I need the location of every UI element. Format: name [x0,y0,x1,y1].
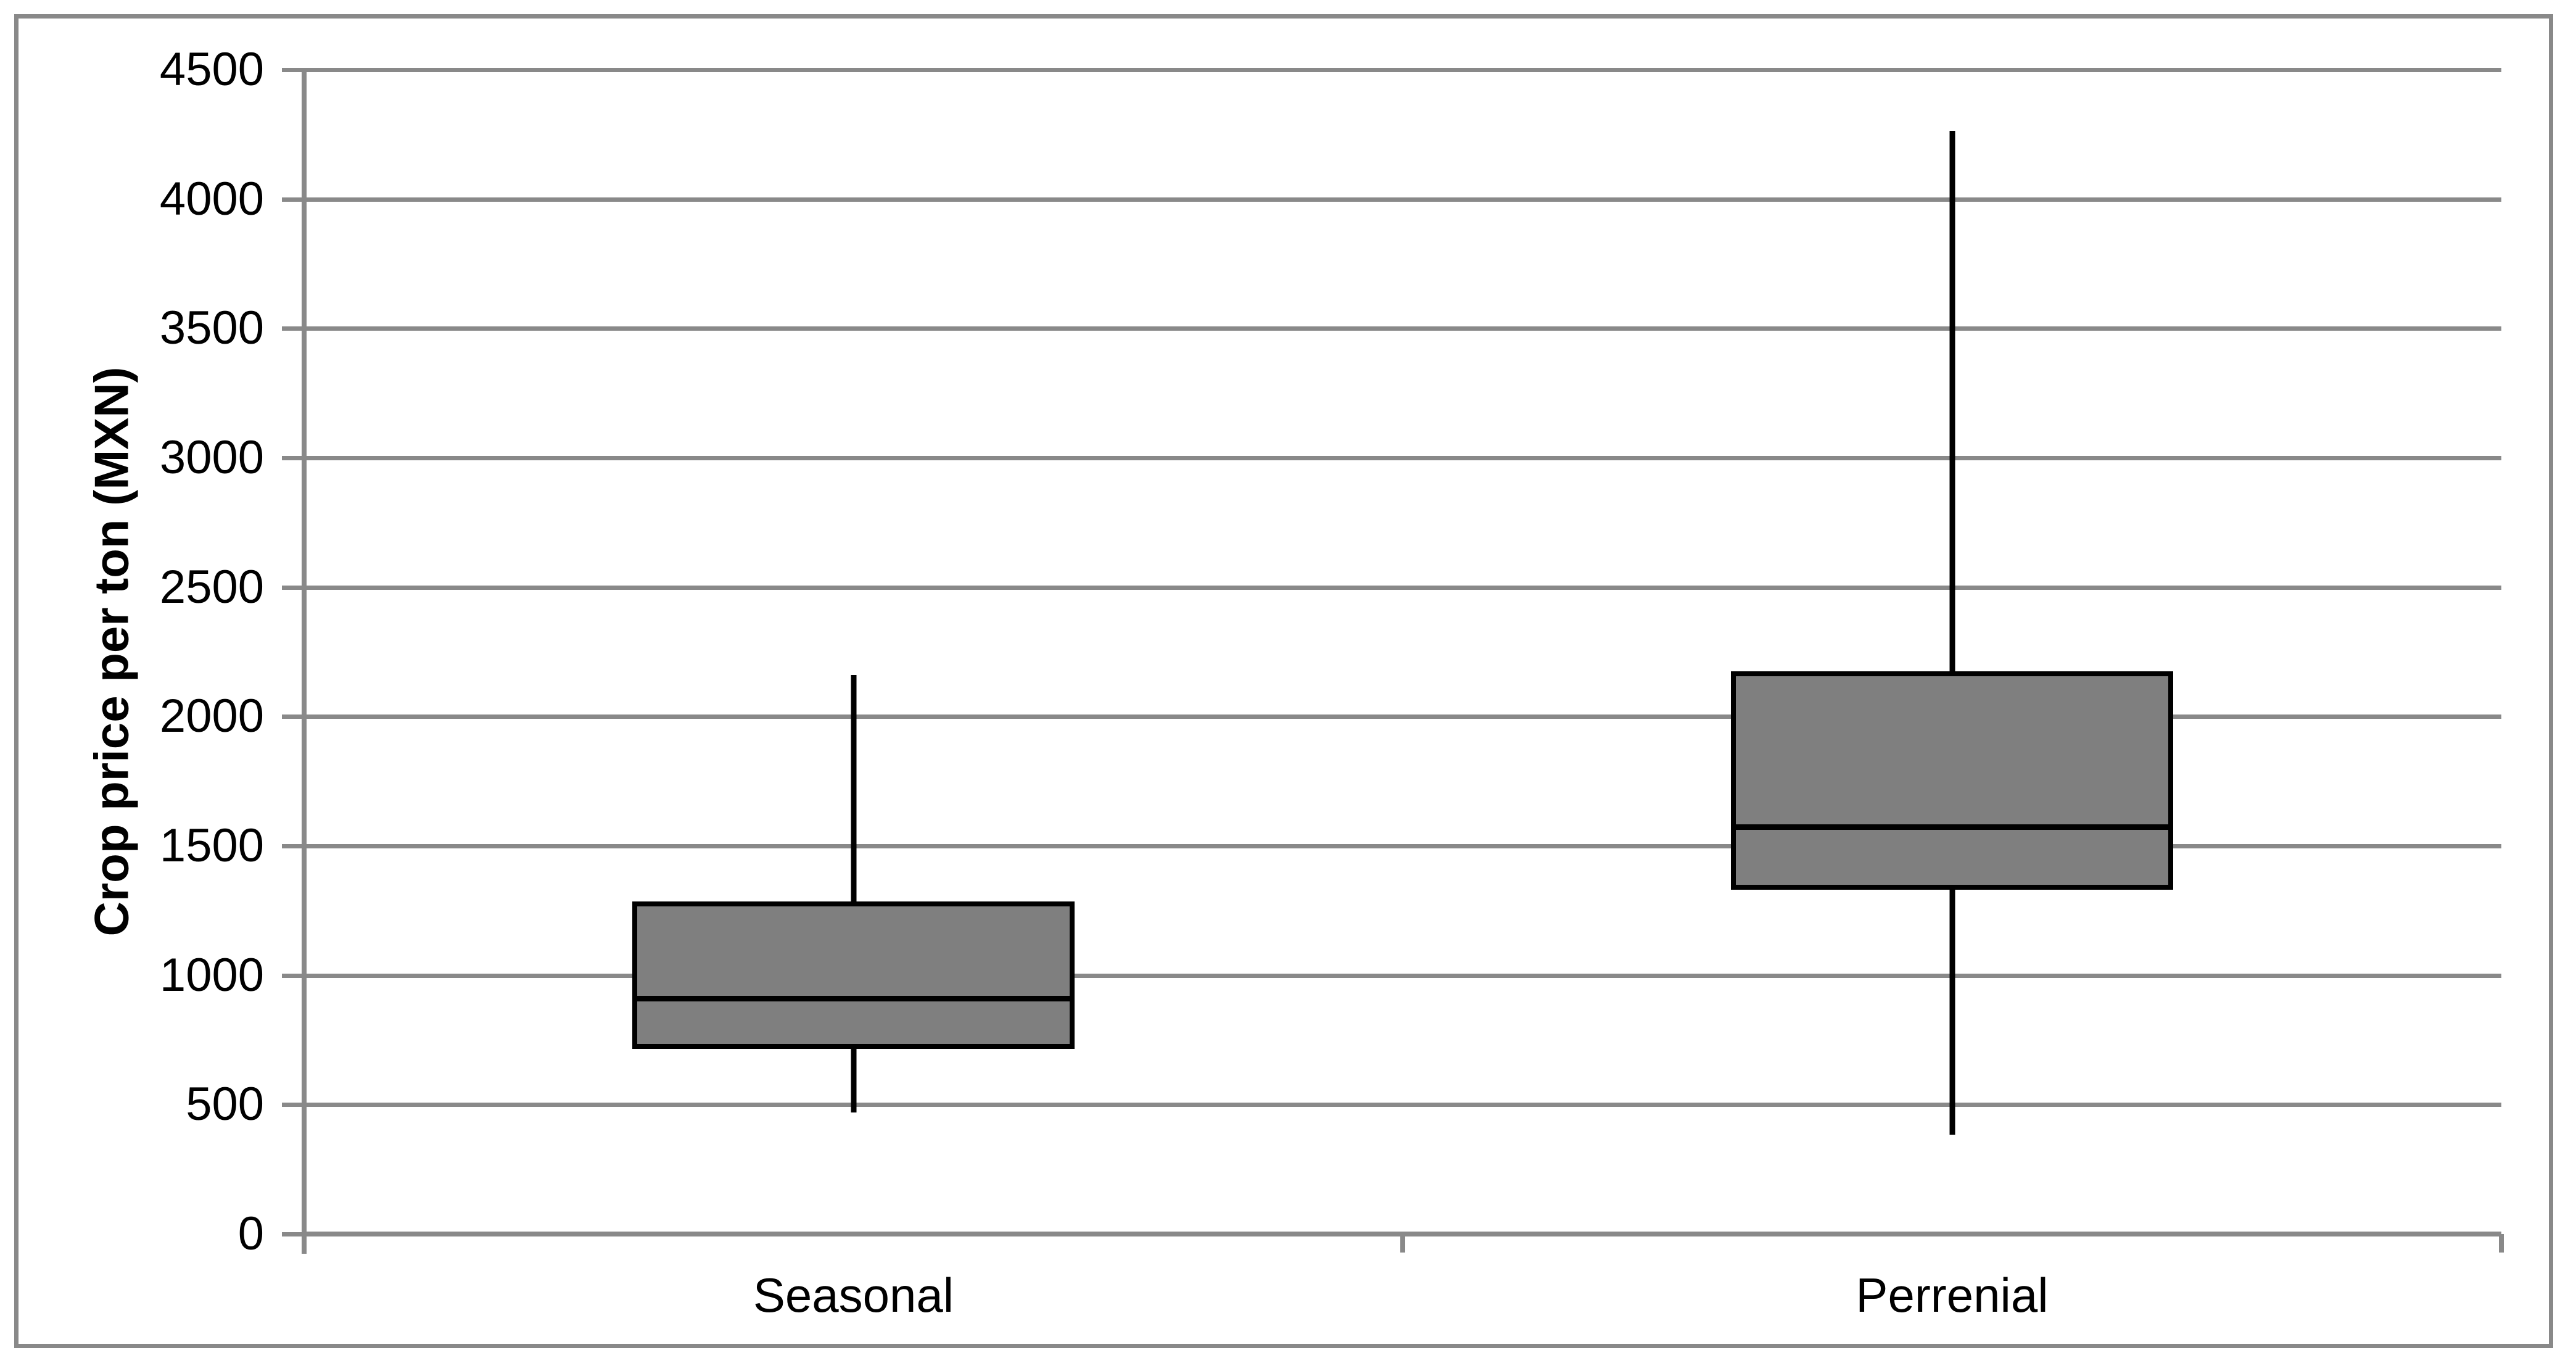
category-label-perrenial: Perrenial [1856,1268,2049,1322]
gridline-500 [304,1103,2501,1108]
y-tick-1000 [282,973,304,978]
y-tick-label-4500: 4500 [159,43,264,96]
whisker-seasonal [851,675,856,1112]
y-tick-3000 [282,456,304,460]
y-tick-2500 [282,585,304,590]
gridline-4000 [304,197,2501,202]
y-axis-line [302,70,307,1254]
y-tick-label-1500: 1500 [159,819,264,872]
box-seasonal [632,901,1075,1049]
median-seasonal [637,996,1070,1002]
x-tick-0 [302,1234,307,1253]
y-tick-4500 [282,68,304,72]
y-tick-label-3500: 3500 [159,302,264,355]
gridline-3500 [304,326,2501,331]
category-label-seasonal: Seasonal [753,1268,954,1322]
y-tick-1500 [282,844,304,848]
y-tick-label-2000: 2000 [159,690,264,743]
y-tick-label-1000: 1000 [159,948,264,1001]
y-tick-0 [282,1232,304,1236]
chart-outer-border [14,14,2553,1348]
y-tick-4000 [282,197,304,202]
gridline-1000 [304,973,2501,978]
gridline-1500 [304,844,2501,848]
x-tick-1 [1400,1234,1405,1253]
median-perrenial [1736,824,2168,830]
y-tick-label-0: 0 [237,1207,264,1260]
x-tick-2 [2499,1234,2504,1253]
y-axis-title: Crop price per ton (MXN) [84,367,139,937]
y-tick-label-2500: 2500 [159,560,264,613]
y-tick-label-4000: 4000 [159,172,264,225]
box-perrenial [1731,671,2173,890]
y-tick-3500 [282,326,304,331]
y-tick-500 [282,1103,304,1108]
gridline-4500 [304,68,2501,72]
y-tick-2000 [282,714,304,719]
gridline-2000 [304,714,2501,719]
y-tick-label-500: 500 [186,1078,264,1131]
whisker-perrenial [1949,130,1955,1135]
gridline-2500 [304,585,2501,590]
y-tick-label-3000: 3000 [159,431,264,484]
gridline-3000 [304,456,2501,460]
